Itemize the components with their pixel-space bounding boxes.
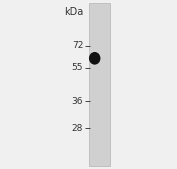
Ellipse shape	[89, 52, 101, 65]
Text: 36: 36	[72, 97, 83, 106]
Text: 72: 72	[72, 41, 83, 50]
Text: 55: 55	[72, 63, 83, 72]
Text: 28: 28	[72, 124, 83, 133]
Bar	[88, 3, 110, 166]
Text: kDa: kDa	[64, 7, 83, 17]
